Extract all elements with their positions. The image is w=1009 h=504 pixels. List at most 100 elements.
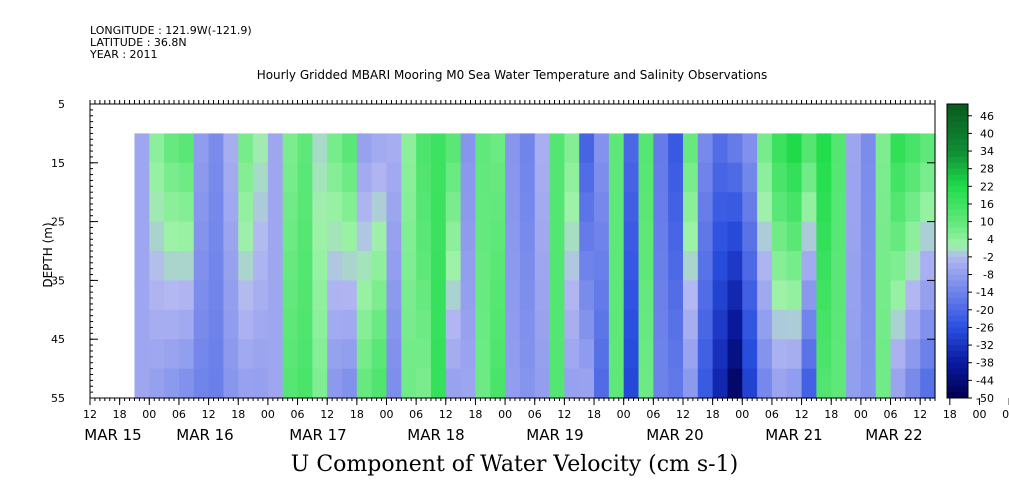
- colorbar-band: [947, 145, 968, 152]
- colorbar-band: [947, 392, 968, 399]
- heatmap-cell: [608, 309, 625, 340]
- heatmap-cell: [831, 251, 847, 281]
- x-tick-label: 06: [646, 408, 660, 421]
- heatmap-cell: [816, 309, 832, 340]
- colorbar-label: -8: [983, 269, 994, 282]
- heatmap-cell: [238, 280, 254, 311]
- heatmap-cell: [875, 133, 892, 164]
- heatmap-cell: [534, 368, 551, 399]
- heatmap-cell: [742, 192, 758, 223]
- heatmap-cell: [890, 309, 906, 340]
- colorbar-band: [947, 280, 968, 287]
- heatmap-cell: [312, 368, 328, 399]
- heatmap-cell: [757, 309, 773, 340]
- heatmap-cell: [505, 280, 521, 311]
- x-tick-label: 00: [972, 408, 986, 421]
- heatmap-cell: [342, 162, 358, 193]
- heatmap-cell: [742, 162, 758, 193]
- heatmap-cell: [771, 133, 788, 164]
- heatmap-cell: [757, 192, 773, 223]
- heatmap-cell: [786, 162, 803, 193]
- heatmap-cell: [282, 251, 299, 281]
- heatmap-cell: [193, 368, 210, 399]
- heatmap-cell: [712, 192, 729, 223]
- heatmap-cell: [875, 368, 892, 399]
- heatmap-cell: [505, 368, 521, 399]
- heatmap-cell: [846, 221, 862, 252]
- colorbar-band: [947, 292, 968, 299]
- y-tick-label: 45: [51, 333, 65, 346]
- heatmap-cell: [564, 162, 580, 193]
- colorbar-band: [947, 174, 968, 181]
- heatmap-cell: [342, 309, 358, 340]
- colorbar-band: [947, 333, 968, 340]
- heatmap-cell: [905, 251, 921, 281]
- heatmap-cell: [134, 280, 150, 311]
- heatmap-cell: [623, 221, 640, 252]
- heatmap-cell: [875, 280, 892, 311]
- heatmap-cell: [223, 309, 239, 340]
- heatmap-cell: [653, 221, 669, 252]
- heatmap-cell: [757, 339, 773, 370]
- heatmap-cell: [742, 251, 758, 281]
- heatmap-cell: [638, 368, 654, 399]
- colorbar-band: [947, 245, 968, 252]
- heatmap-cell: [401, 280, 417, 311]
- heatmap-cell: [519, 309, 536, 340]
- heatmap-cell: [890, 251, 906, 281]
- heatmap-cell: [920, 280, 936, 311]
- heatmap-cell: [297, 309, 313, 340]
- heatmap-cell: [668, 309, 684, 340]
- x-tick-label: 00: [498, 408, 512, 421]
- heatmap-cell: [267, 339, 284, 370]
- heatmap-cell: [416, 368, 432, 399]
- heatmap-cell: [267, 192, 284, 223]
- colorbar-band: [947, 104, 968, 111]
- heatmap-cell: [742, 309, 758, 340]
- heatmap-cell: [238, 133, 254, 164]
- colorbar-band: [947, 362, 968, 370]
- heatmap-cell: [490, 368, 506, 399]
- heatmap-cell: [416, 251, 432, 281]
- heatmap-cell: [742, 368, 758, 399]
- heatmap-cell: [297, 251, 313, 281]
- heatmap-cell: [178, 221, 195, 252]
- heatmap-cell: [149, 368, 165, 399]
- heatmap-cell: [786, 339, 803, 370]
- heatmap-cell: [445, 162, 462, 193]
- heatmap-cell: [816, 251, 832, 281]
- heatmap-cell: [475, 133, 491, 164]
- heatmap-cell: [742, 339, 758, 370]
- heatmap-cell: [178, 162, 195, 193]
- heatmap-cell: [460, 339, 477, 370]
- heatmap-cell: [312, 133, 328, 164]
- heatmap-cell: [386, 192, 402, 223]
- colorbar-band: [947, 298, 968, 305]
- heatmap-cell: [134, 133, 150, 164]
- heatmap-cell: [178, 251, 195, 281]
- heatmap-cell: [164, 133, 180, 164]
- heatmap-cell: [327, 133, 343, 164]
- heatmap-cell: [816, 192, 832, 223]
- colorbar-band: [947, 309, 968, 317]
- colorbar-band: [947, 121, 968, 129]
- heatmap-cell: [875, 309, 892, 340]
- heatmap-cell: [712, 133, 729, 164]
- heatmap-cell: [831, 133, 847, 164]
- colorbar-band: [947, 198, 968, 205]
- heatmap-cell: [519, 192, 536, 223]
- heatmap-cell: [564, 368, 580, 399]
- heatmap-cell: [682, 309, 699, 340]
- heatmap-cell: [771, 280, 788, 311]
- heatmap-cell: [579, 162, 595, 193]
- x-date-label: MAR 19: [526, 426, 583, 444]
- heatmap-cell: [490, 221, 506, 252]
- heatmap-cell: [757, 280, 773, 311]
- colorbar-label: 4: [987, 233, 994, 246]
- x-date-label: MAR 17: [289, 426, 346, 444]
- heatmap-cell: [223, 221, 239, 252]
- heatmap-cell: [534, 309, 551, 340]
- colorbar-label: 10: [980, 216, 994, 229]
- heatmap-cell: [238, 309, 254, 340]
- y-tick-label: 25: [51, 216, 65, 229]
